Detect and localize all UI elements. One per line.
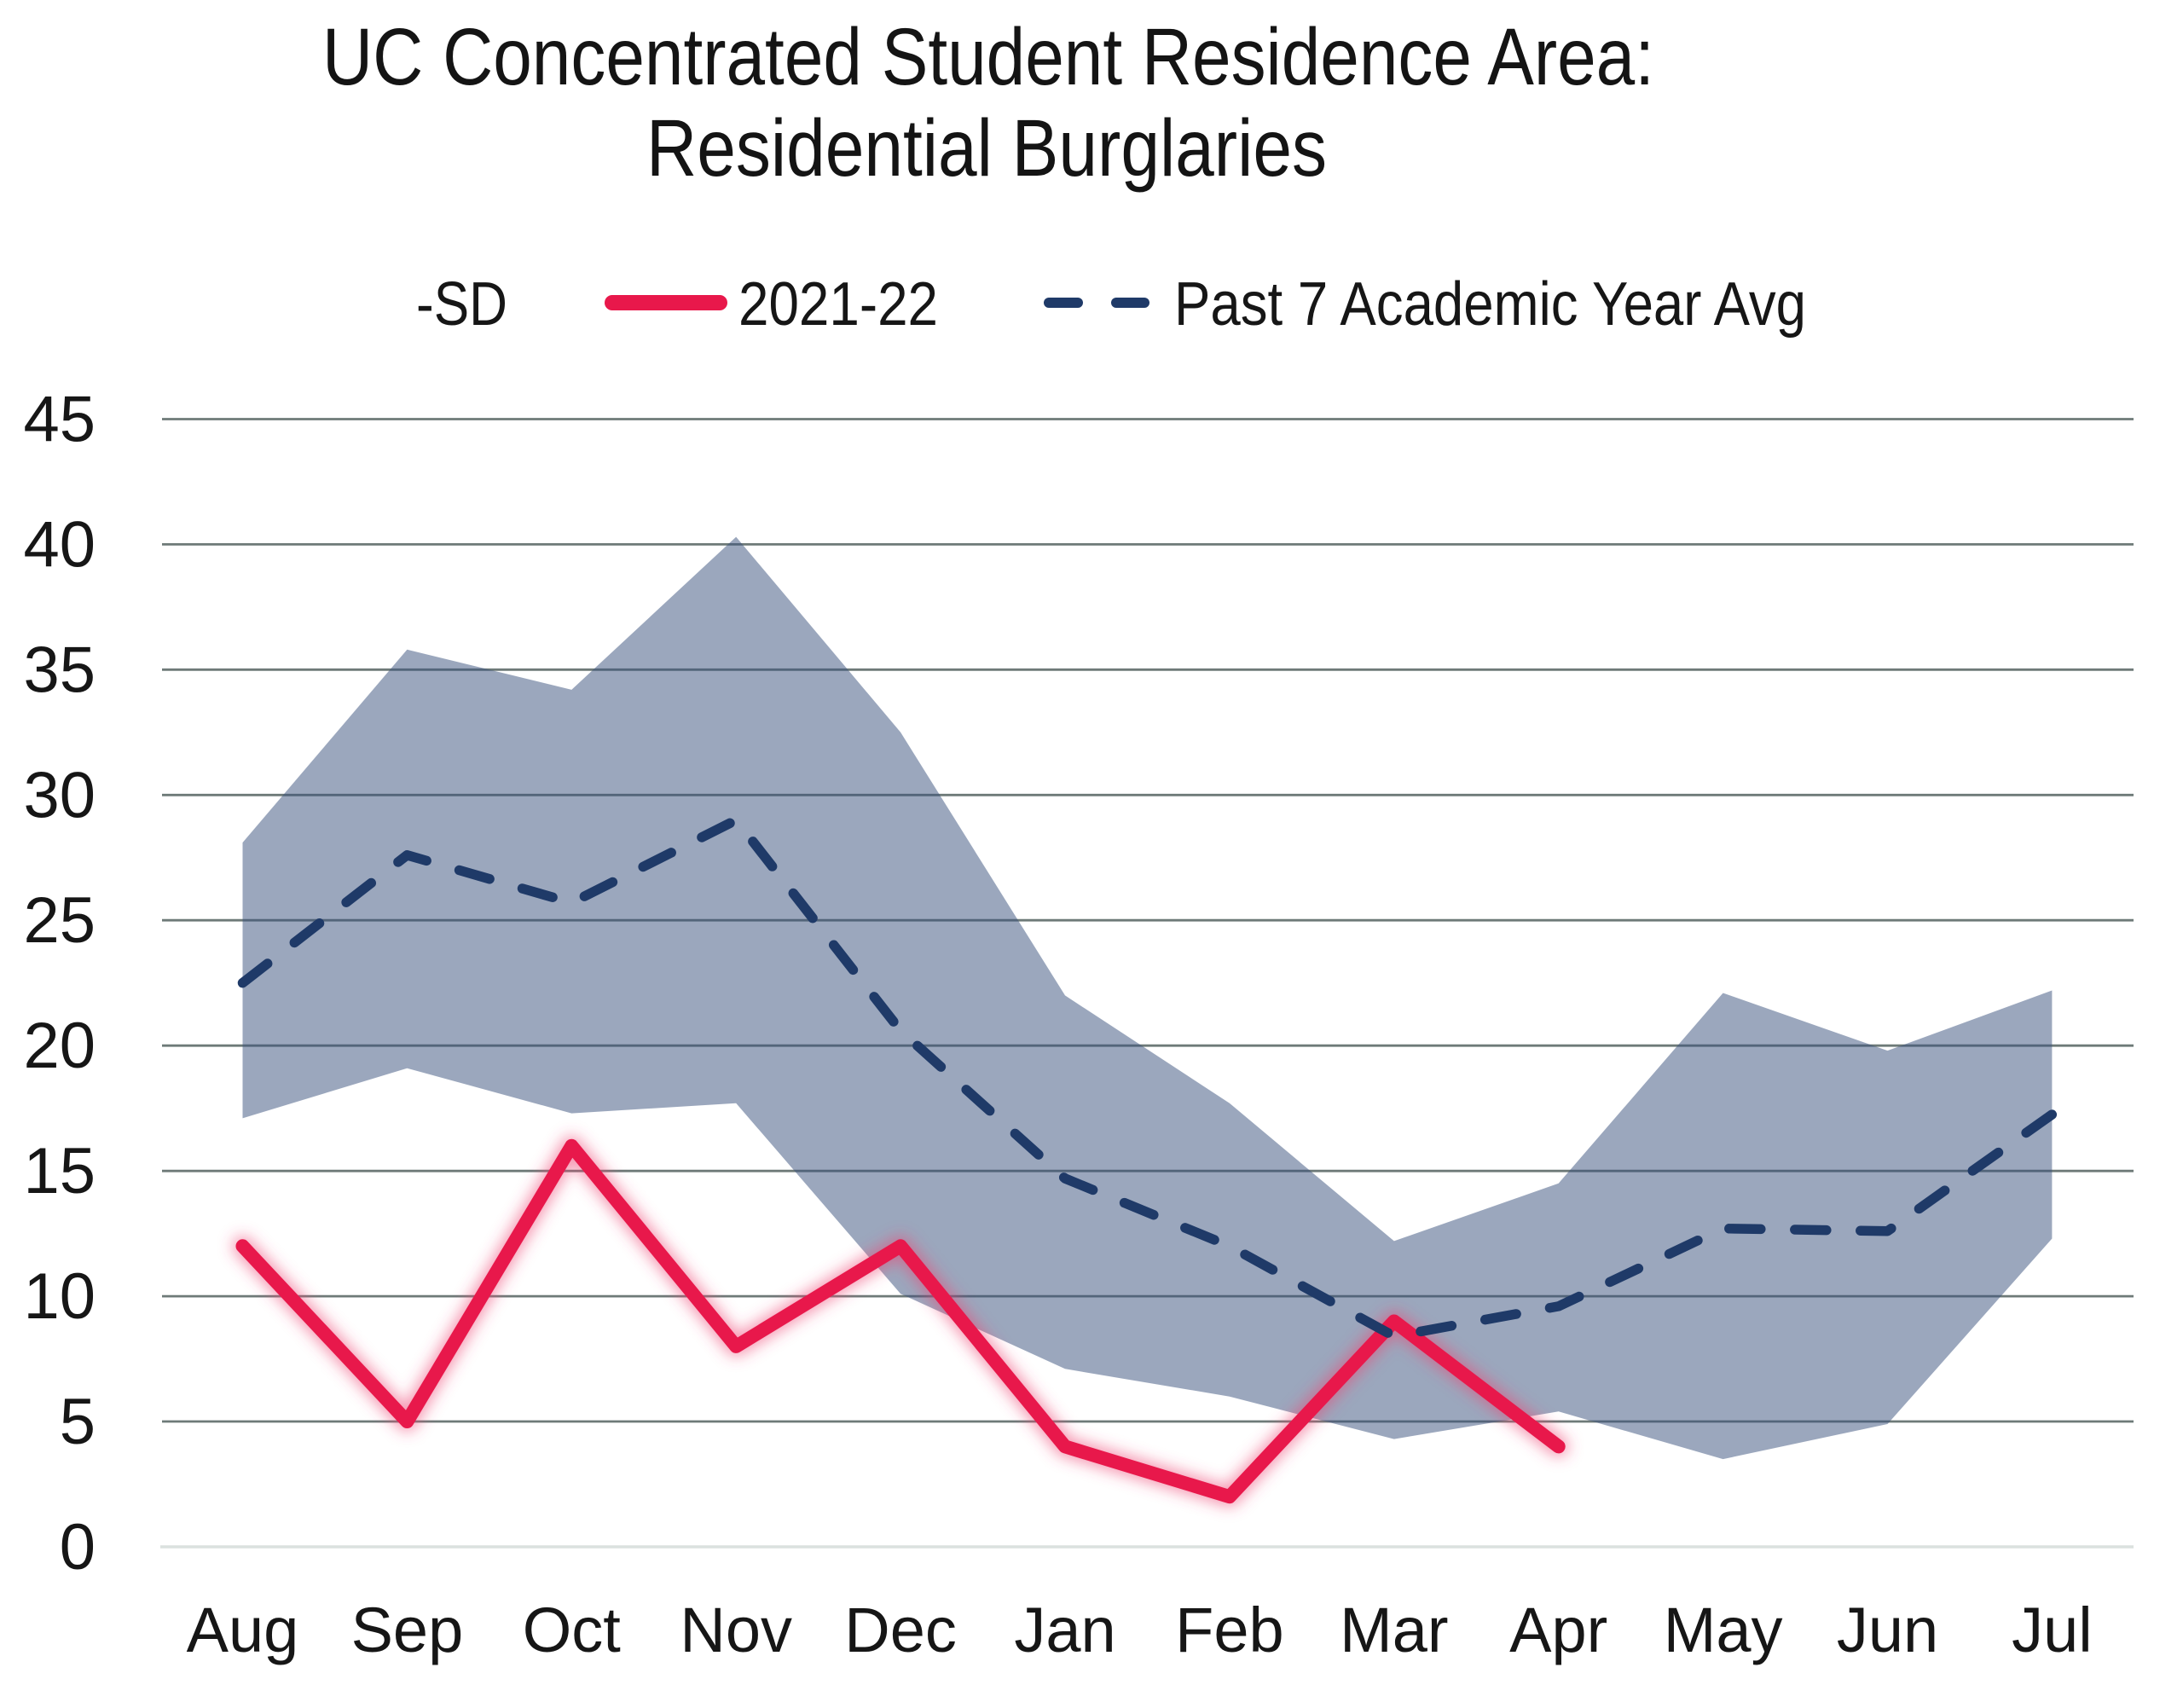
svg-text:Sep: Sep xyxy=(351,1595,464,1665)
svg-text:30: 30 xyxy=(23,759,96,831)
svg-text:Jan: Jan xyxy=(1014,1595,1115,1665)
svg-text:5: 5 xyxy=(60,1386,96,1458)
svg-text:15: 15 xyxy=(23,1135,96,1207)
svg-text:Apr: Apr xyxy=(1509,1595,1607,1665)
svg-text:40: 40 xyxy=(23,508,96,581)
svg-text:45: 45 xyxy=(23,384,96,456)
svg-text:20: 20 xyxy=(23,1010,96,1082)
svg-text:Dec: Dec xyxy=(844,1595,957,1665)
svg-text:Nov: Nov xyxy=(680,1595,792,1665)
svg-text:25: 25 xyxy=(23,884,96,957)
svg-text:UC Concentrated Student Reside: UC Concentrated Student Residence Area: xyxy=(322,12,1654,102)
svg-text:Jun: Jun xyxy=(1837,1595,1938,1665)
svg-text:10: 10 xyxy=(23,1260,96,1333)
svg-text:2021-22: 2021-22 xyxy=(738,270,938,339)
svg-text:Mar: Mar xyxy=(1340,1595,1448,1665)
svg-text:Past 7 Academic Year Avg: Past 7 Academic Year Avg xyxy=(1174,270,1806,339)
svg-text:Aug: Aug xyxy=(187,1595,299,1665)
svg-text:Residential Burglaries: Residential Burglaries xyxy=(646,103,1327,194)
svg-text:Feb: Feb xyxy=(1175,1595,1284,1665)
svg-text:Jul: Jul xyxy=(2012,1595,2093,1665)
svg-text:Oct: Oct xyxy=(523,1595,622,1665)
svg-text:0: 0 xyxy=(60,1511,96,1584)
svg-text:May: May xyxy=(1664,1595,1783,1665)
svg-text:-SD: -SD xyxy=(416,270,507,339)
svg-text:35: 35 xyxy=(23,634,96,706)
